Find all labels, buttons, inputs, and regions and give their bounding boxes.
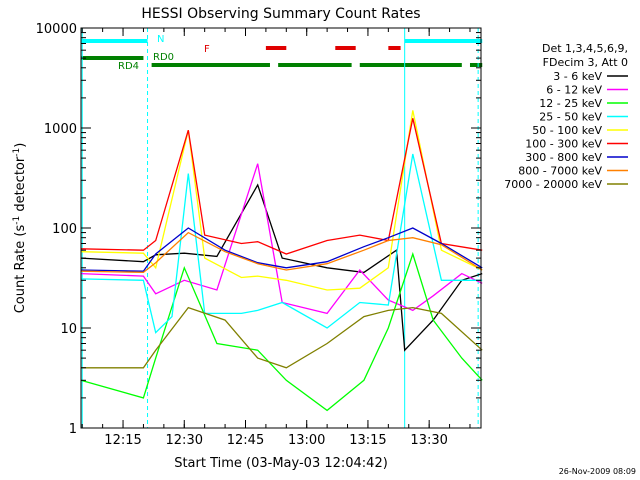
annotation-layer: N RD0 RD4 F	[81, 34, 483, 72]
legend-label-4: 50 - 100 keV	[532, 124, 602, 137]
legend-label-0: 3 - 6 keV	[553, 70, 602, 83]
timestamp-footer: 26-Nov-2009 08:09	[559, 467, 636, 476]
y-axis-label: Count Rate (s-1 detector-1)	[12, 143, 28, 314]
legend-header-line-1: Det 1,3,4,5,6,9,	[542, 42, 628, 55]
legend: Det 1,3,4,5,6,9, FDecim 3, Att 0 3 - 6 k…	[504, 42, 628, 191]
x-tick-label-1: 12:30	[166, 433, 203, 448]
x-tick-label-4: 13:15	[349, 433, 386, 448]
y-tick-label-3: 1000	[44, 122, 77, 137]
flare-label: F	[204, 44, 210, 55]
series-1	[80, 163, 483, 315]
series-layer	[80, 110, 483, 412]
series-6	[80, 227, 483, 272]
series-0	[80, 183, 483, 352]
y-tick-label-1: 10	[60, 322, 77, 337]
rd0-label: RD0	[153, 52, 174, 63]
series-3	[80, 153, 483, 334]
legend-label-5: 100 - 300 keV	[525, 138, 602, 151]
x-tick-label-0: 12:15	[104, 433, 141, 448]
rd4-label: RD4	[118, 61, 139, 72]
series-5	[80, 118, 483, 255]
legend-label-1: 6 - 12 keV	[546, 84, 602, 97]
y-tick-label-4: 10000	[36, 22, 77, 37]
x-axis-label: Start Time (03-May-03 12:04:42)	[174, 456, 388, 471]
night-label: N	[157, 34, 164, 45]
series-7	[80, 231, 483, 274]
legend-label-8: 7000 - 20000 keV	[504, 178, 602, 191]
x-tick-label-5: 13:30	[410, 433, 447, 448]
legend-label-2: 12 - 25 keV	[539, 97, 602, 110]
legend-label-7: 800 - 7000 keV	[518, 165, 602, 178]
legend-label-3: 25 - 50 keV	[539, 111, 602, 124]
y-tick-label-0: 1	[69, 422, 77, 437]
x-tick-label-3: 13:00	[288, 433, 325, 448]
axes: 12:15 12:30 12:45 13:00 13:15 13:30 1 10 100 1000…	[36, 22, 481, 448]
series-4	[80, 110, 483, 291]
legend-label-6: 300 - 800 keV	[525, 151, 602, 164]
y-tick-label-2: 100	[52, 222, 77, 237]
legend-header-line-2: FDecim 3, Att 0	[543, 56, 628, 69]
chart-title: HESSI Observing Summary Count Rates	[141, 6, 420, 22]
x-tick-label-2: 12:45	[227, 433, 264, 448]
series-8	[81, 306, 483, 369]
